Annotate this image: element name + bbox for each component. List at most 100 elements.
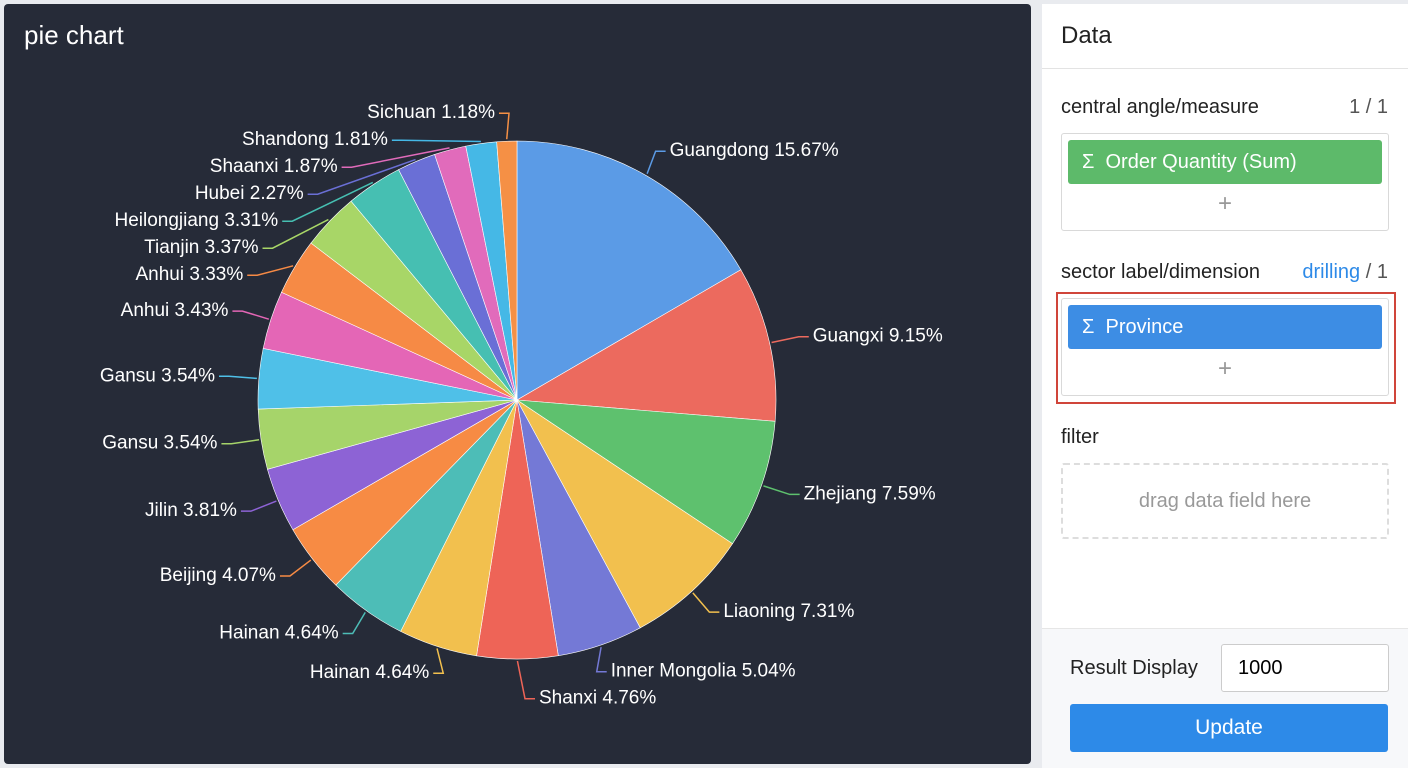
dimension-count: / 1 bbox=[1365, 261, 1388, 283]
dimension-field[interactable]: Σ Province bbox=[1068, 305, 1382, 349]
pie-slice bbox=[496, 140, 518, 401]
slice-value: 1.81% bbox=[334, 129, 388, 150]
add-dimension[interactable]: + bbox=[1217, 355, 1232, 382]
chart: pie chart Guangdong 15.67% Guangxi 9.15% Z… bbox=[4, 4, 1031, 764]
leader-line bbox=[595, 646, 607, 673]
leader-line bbox=[433, 648, 445, 674]
slice-label: Jilin 3.81% bbox=[145, 500, 237, 521]
slice-category: Hainan bbox=[219, 623, 279, 644]
slice-category: Liaoning bbox=[723, 601, 795, 622]
dimension-label: sector label/dimension bbox=[1061, 261, 1260, 283]
divider bbox=[1042, 68, 1408, 69]
drilling-link[interactable]: drilling bbox=[1302, 261, 1361, 283]
measure-box: Σ Order Quantity (Sum) + bbox=[1061, 133, 1389, 231]
slice-label: Guangdong 15.67% bbox=[670, 140, 839, 161]
update-button[interactable]: Update bbox=[1070, 704, 1388, 752]
slice-category: Hainan bbox=[310, 662, 370, 683]
slice-label: Zhejiang 7.59% bbox=[804, 483, 936, 504]
chart-title: pie chart bbox=[24, 20, 124, 50]
leader-line bbox=[219, 375, 257, 380]
leader-line bbox=[342, 611, 366, 635]
slice-label: Hainan 4.64% bbox=[219, 623, 338, 644]
slice-category: Inner Mongolia bbox=[611, 661, 737, 682]
field-icon: Σ bbox=[1082, 316, 1095, 338]
dimension-count-wrap: drilling / 1 bbox=[1302, 261, 1388, 284]
slice-category: Shaanxi bbox=[210, 156, 279, 177]
highlight bbox=[1056, 292, 1396, 404]
leader-line bbox=[771, 335, 809, 344]
slice-label: Anhui 3.43% bbox=[121, 300, 229, 321]
slice-value: 4.07% bbox=[222, 565, 276, 586]
slice-value: 3.54% bbox=[161, 365, 215, 386]
slice-label: Tianjin 3.37% bbox=[144, 237, 259, 258]
slice-label: Liaoning 7.31% bbox=[723, 601, 854, 622]
add-measure[interactable]: + bbox=[1217, 190, 1232, 217]
slice-value: 5.04% bbox=[742, 661, 796, 682]
leader-line bbox=[499, 112, 510, 140]
slice-category: Guangdong bbox=[670, 140, 769, 161]
measure-label: central angle/measure bbox=[1061, 96, 1259, 118]
slice-value: 3.33% bbox=[189, 264, 243, 285]
field-name: Order Quantity (Sum) bbox=[1105, 151, 1297, 173]
result-label: Result Display bbox=[1070, 657, 1198, 679]
slice-label: Shanxi 4.76% bbox=[539, 688, 656, 709]
slice-value: 3.81% bbox=[183, 500, 237, 521]
slice-category: Heilongjiang bbox=[114, 210, 219, 231]
slice-label: Hubei 2.27% bbox=[195, 183, 304, 204]
leader-line bbox=[341, 147, 450, 168]
leader-line bbox=[692, 592, 720, 613]
slice-label: Guangxi 9.15% bbox=[813, 326, 943, 347]
slice-category: Anhui bbox=[135, 264, 184, 285]
measure-field[interactable]: Σ Order Quantity (Sum) bbox=[1068, 140, 1382, 184]
slice-label: Gansu 3.54% bbox=[100, 365, 215, 386]
slice-category: Zhejiang bbox=[804, 483, 877, 504]
filter-dropzone[interactable]: drag data field here bbox=[1061, 463, 1389, 539]
slice-label: Hainan 4.64% bbox=[310, 662, 429, 683]
field-icon: Σ bbox=[1082, 151, 1095, 173]
panel-title: Data bbox=[1061, 22, 1112, 49]
leader-line bbox=[247, 265, 294, 276]
slice-value: 3.31% bbox=[224, 210, 278, 231]
slice-category: Gansu bbox=[102, 433, 158, 454]
slice-label: Beijing 4.07% bbox=[160, 565, 276, 586]
pie-slice bbox=[515, 399, 776, 545]
field-name: Province bbox=[1105, 316, 1184, 338]
leader-line bbox=[282, 181, 374, 222]
slice-value: 7.31% bbox=[800, 601, 854, 622]
slice-value: 3.54% bbox=[164, 433, 218, 454]
slice-label: Inner Mongolia 5.04% bbox=[611, 661, 796, 682]
leader-line bbox=[279, 559, 312, 577]
leader-line bbox=[221, 439, 260, 445]
slice-value: 4.76% bbox=[602, 688, 656, 709]
slice-category: Guangxi bbox=[813, 326, 884, 347]
slice-value: 7.59% bbox=[882, 483, 936, 504]
data-panel: Data central angle/measure 1 / 1 Σ Order… bbox=[1042, 4, 1408, 768]
slice-label: Gansu 3.54% bbox=[102, 433, 217, 454]
leader-line bbox=[516, 660, 535, 700]
slice-category: Beijing bbox=[160, 565, 217, 586]
pie-slice bbox=[516, 399, 733, 629]
slice-value: 2.27% bbox=[250, 183, 304, 204]
slice-value: 1.87% bbox=[284, 156, 338, 177]
dimension-box: Σ Province + bbox=[1061, 298, 1389, 396]
leader-line bbox=[307, 158, 416, 195]
slice-value: 1.18% bbox=[441, 102, 495, 123]
slice-category: Anhui bbox=[121, 300, 170, 321]
slice-label: Sichuan 1.18% bbox=[367, 102, 495, 123]
leader-line bbox=[240, 500, 277, 512]
leader-line bbox=[391, 139, 481, 143]
slice-category: Tianjin bbox=[144, 237, 199, 258]
filter-label: filter bbox=[1061, 426, 1099, 448]
leader-line bbox=[763, 485, 800, 496]
slice-category: Shanxi bbox=[539, 688, 597, 709]
slice-value: 15.67% bbox=[774, 140, 839, 161]
slice-label: Heilongjiang 3.31% bbox=[114, 210, 278, 231]
slice-value: 3.43% bbox=[175, 300, 229, 321]
result-input[interactable]: 1000 bbox=[1221, 644, 1389, 692]
slice-value: 4.64% bbox=[285, 623, 339, 644]
slice-value: 4.64% bbox=[375, 662, 429, 683]
slice-label: Shaanxi 1.87% bbox=[210, 156, 338, 177]
slice-label: Anhui 3.33% bbox=[135, 264, 243, 285]
slice-label: Shandong 1.81% bbox=[242, 129, 388, 150]
leader-line bbox=[262, 218, 329, 249]
